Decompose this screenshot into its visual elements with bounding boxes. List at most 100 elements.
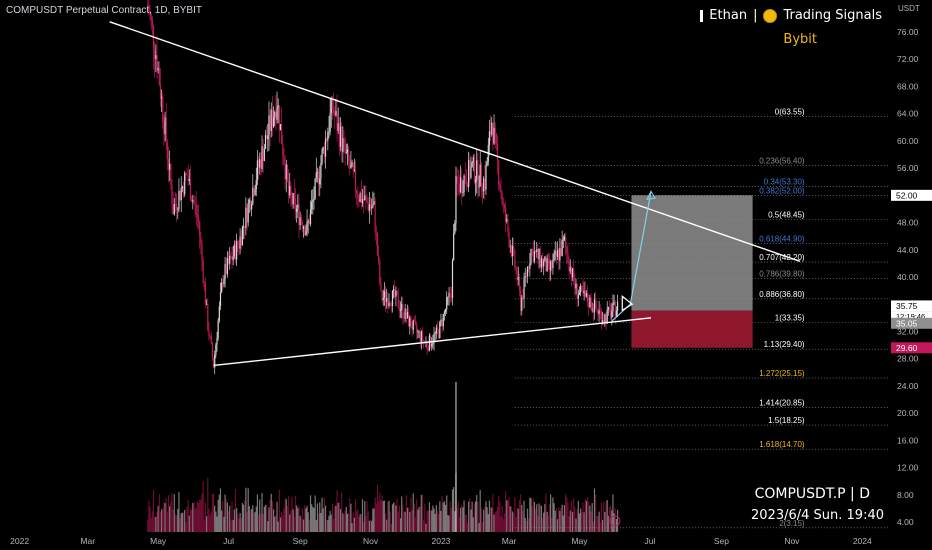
candle-body [254, 189, 256, 195]
volume-bar [229, 505, 231, 532]
volume-bar [493, 514, 495, 532]
candle-body [511, 245, 514, 257]
candle-body [466, 184, 469, 187]
volume-bar [339, 508, 342, 532]
candle-body [544, 256, 546, 262]
candle-body [565, 236, 567, 247]
candle-body [381, 290, 383, 301]
volume-bar [360, 514, 362, 532]
volume-bar [233, 509, 235, 532]
candle-body [206, 304, 208, 306]
volume-bar [248, 506, 250, 532]
candle-body [571, 268, 574, 278]
volume-bar [238, 518, 240, 532]
y-tick-label: 28.00 [897, 354, 919, 364]
candle-body [560, 247, 562, 256]
volume-bar [184, 509, 186, 532]
volume-bar [163, 502, 165, 532]
candle-body [570, 266, 573, 278]
fib-level-label: 0.236(56.40) [759, 156, 805, 165]
volume-bar [520, 494, 522, 532]
candle-body [382, 297, 384, 301]
volume-bar [154, 516, 156, 532]
candle-body [386, 298, 388, 303]
candle-body [500, 188, 502, 194]
candle-body [488, 131, 491, 146]
volume-bar [275, 515, 277, 532]
volume-bar [164, 503, 166, 532]
candle-body [505, 207, 507, 222]
candle-body [536, 249, 538, 252]
volume-bar [555, 508, 557, 532]
y-axis-unit: USDT [898, 4, 920, 13]
volume-bar [259, 499, 261, 532]
candle-body [431, 344, 433, 347]
volume-bar [426, 511, 428, 532]
candle-body [336, 110, 338, 131]
volume-bar [402, 504, 404, 532]
candle-body [372, 204, 374, 208]
candle-body [610, 309, 612, 318]
volume-bar [296, 505, 298, 532]
volume-bar [241, 503, 244, 532]
volume-bar [300, 517, 302, 532]
candle-body [260, 159, 262, 170]
candle-body [503, 205, 506, 208]
candle-body [513, 245, 515, 251]
candle-body [465, 181, 467, 185]
volume-bar [368, 520, 370, 532]
y-tick-label: 76.00 [897, 27, 919, 37]
volume-bar [606, 499, 608, 532]
candle-body [474, 179, 477, 183]
candle-body [359, 193, 361, 202]
price-label-bg [891, 317, 932, 329]
candle-body [335, 110, 337, 116]
volume-bar [157, 505, 159, 532]
candle-body [274, 112, 276, 118]
volume-bar [573, 498, 575, 532]
fib-level-label: 1.272(25.15) [759, 369, 805, 378]
candle-body [481, 186, 484, 192]
candle-body [255, 179, 257, 190]
candle-body [525, 276, 527, 278]
volume-bar [582, 502, 584, 532]
volume-bar [239, 513, 241, 532]
candle-body [469, 159, 471, 178]
candle-body [301, 221, 304, 229]
candle-body [531, 248, 533, 250]
volume-bar [485, 501, 487, 532]
volume-bar [580, 508, 582, 532]
volume-bar [574, 506, 576, 532]
candle-body [398, 307, 401, 311]
volume-bar [466, 523, 469, 532]
volume-bar [369, 519, 372, 532]
candle-body [247, 203, 249, 223]
candle-body [344, 140, 346, 153]
candle-body [210, 336, 212, 344]
candle-body [177, 209, 179, 211]
volume-bar [406, 507, 409, 532]
candle-body [293, 192, 295, 199]
candle-body [294, 198, 297, 212]
candle-body [320, 163, 322, 179]
volume-bar [177, 508, 179, 532]
volume-bar [194, 508, 196, 532]
volume-bar [401, 496, 403, 532]
x-tick-label: Mar [80, 536, 95, 546]
volume-bar [232, 519, 234, 532]
candle-body [338, 123, 340, 147]
candle-body [343, 138, 345, 141]
candle-body [199, 221, 201, 237]
volume-bar [454, 511, 456, 532]
candle-body [227, 258, 230, 264]
volume-bar [550, 494, 552, 532]
candle-body [208, 329, 210, 336]
coin-icon [763, 8, 778, 23]
volume-bar [247, 488, 249, 532]
candle-body [232, 256, 234, 261]
volume-bar [488, 500, 491, 532]
candle-body [473, 156, 476, 183]
candle-body [383, 291, 385, 298]
brand-bar-icon [700, 9, 704, 22]
